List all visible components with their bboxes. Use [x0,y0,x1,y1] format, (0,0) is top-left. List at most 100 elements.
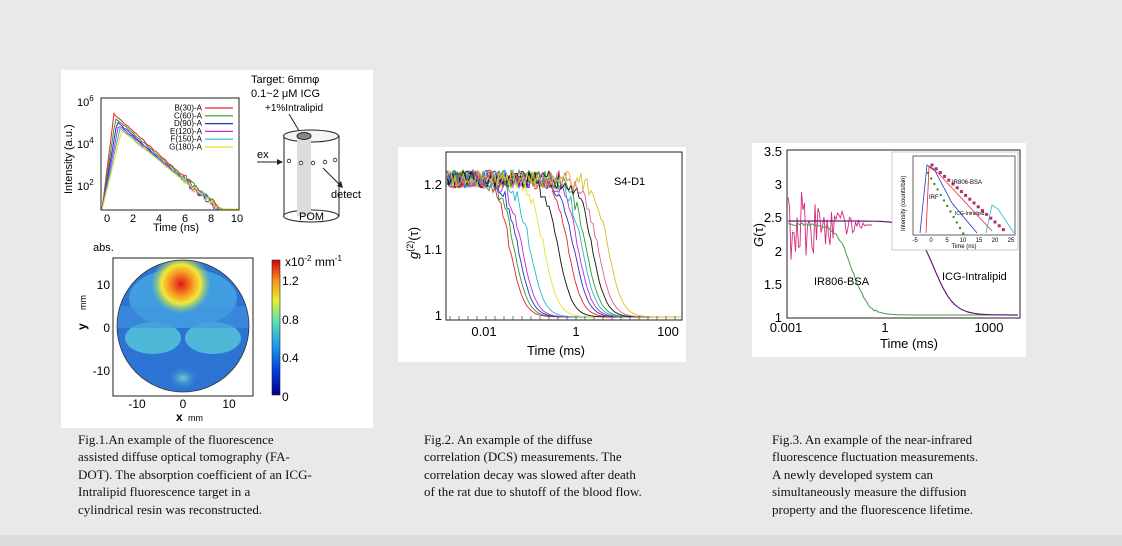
inset-irf-trace [919,164,978,234]
fig1-ytick-2: 104 [77,136,94,151]
inset-marker [947,178,951,182]
fig1-map-xtick-neg10: -10 [128,397,146,411]
fig1-spectra-frame [100,97,240,211]
fig1-map-frame [112,257,254,397]
fig1-map-ytick-neg10: -10 [93,364,111,378]
inset-marker [962,232,965,235]
fig3-inset-xtick: 10 [960,238,967,244]
fig2-xlabel: Time (ms) [527,343,585,358]
fig1-caption-line: assisted diffuse optical tomography (FA- [78,449,290,465]
fig1-cbar-tick-1.2: 1.2 [282,274,299,288]
inset-marker [972,201,976,205]
fig1-cylinder-body [283,135,340,217]
fig2-minor-ticks [449,316,676,320]
fig1-ex-label: ex [257,149,269,161]
inset-marker [993,220,997,224]
fig1-detect-arrow [322,167,342,187]
inset-marker [976,205,980,209]
fig1-spectra-curves [101,111,238,211]
fig3-caption-line: Fig.3. An example of the near-infrared [772,432,973,447]
fig1-colorbar [271,259,281,396]
fig3-xtick-1: 1 [881,320,888,335]
fig1-panel: 106 104 102 Intensity (a.u.) 0 2 4 6 8 1… [61,70,373,428]
fig1-map-ytick-10: 10 [97,278,111,292]
fig3-caption-line: A newly developed system can [772,466,934,482]
fig2-sample-label: S4-D1 [614,176,645,188]
fig3-ytick-2.5: 2.5 [764,210,782,225]
fig2-caption-line: Fig.2. An example of the diffuse [424,432,593,447]
fig2-svg: 1.2 1.1 1 g(2)(τ) 0.01 1 100 Time (ms) S… [405,151,683,358]
inset-marker [934,167,938,171]
fig2-ytick-1: 1 [435,308,442,323]
inset-marker [943,174,947,178]
fig1-xtick-10: 10 [231,213,243,225]
fig3-label-icg: ICG-Intralipid [942,271,1007,283]
fcs-noisy-trace [787,192,872,260]
fig1-cbar-tick-0.4: 0.4 [282,351,299,365]
fig1-spectra-ylabel: Intensity (a.u.) [63,124,75,194]
fig1-svg: 106 104 102 Intensity (a.u.) 0 2 4 6 8 1… [63,74,361,424]
fig1-abs-map: abs. [75,242,342,424]
fig1-ytick-3: 102 [77,178,94,193]
fig2-xtick-1: 1 [572,324,579,339]
inset-marker [936,188,939,191]
inset-marker [946,204,949,208]
fig3-inset-frame [912,155,1016,236]
fig1-map-xlabel-mm: mm [188,413,203,423]
fig1-schematic: Target: 6mmφ 0.1~2 μM ICG +1%Intralipid … [251,74,361,223]
fig1-abs-label: abs. [93,242,114,254]
dcs-trace [446,169,681,318]
fig2-xtick-0.01: 0.01 [471,324,496,339]
fig1-caption-line: DOT). The absorption coefficient of an I… [78,466,312,482]
fig1-caption-line: cylindrical resin was reconstructed. [78,501,263,517]
fig1-caption-line: Fig.1.An example of the fluorescence [78,432,274,447]
fig1-cbar-tick-0: 0 [282,390,289,404]
fig3-inset-xtick: 15 [976,238,983,244]
spectra-trace [101,131,238,210]
fig2-ytick-1.1: 1.1 [424,242,442,257]
fig3-caption-line: fluorescence fluctuation measurements. [772,449,979,465]
fig2-panel: 1.2 1.1 1 g(2)(τ) 0.01 1 100 Time (ms) S… [398,147,686,362]
fig1-legend: B(30)-AC(60)-AD(90)-AE(120)-AF(150)-AG(1… [169,104,233,152]
inset-marker [951,182,955,186]
fig3-inset-xtick: 25 [1008,238,1015,244]
legend-label: E(120)-A [170,127,203,136]
fig3-inset-xlabel: Time (ns) [951,244,976,250]
fcs-ir806-trace [787,222,1018,316]
fig3-inset-ylabel: Intensity (counts/bin) [901,176,907,231]
inset-marker [930,177,933,180]
fig3-svg: 3.5 3 2.5 2 1.5 1 G(τ) 0.001 1 1000 Time… [751,144,1021,351]
fig3-ytick-3: 3 [775,177,782,192]
fig1-caption: Fig.1.An example of the fluorescence ass… [78,431,372,518]
inset-secondary-trace [985,204,1015,234]
inset-marker [989,216,993,220]
fig1-map-xlabel-x: x [176,410,183,424]
fig3-frame [786,149,1021,319]
fig2-caption: Fig.2. An example of the diffuse correla… [424,431,710,501]
inset-marker [952,215,955,219]
fig1-target-rod [297,136,311,216]
inset-marker [968,197,972,201]
fig1-pom-label: POM [299,211,324,223]
legend-label: D(90)-A [174,119,203,128]
inset-marker [1001,228,1005,232]
fig3-ytick-3.5: 3.5 [764,144,782,159]
fig1-caption-line: Intralipid fluorescence target in a [78,484,251,500]
fig1-optode-ring [286,157,338,166]
fig1-target-top [296,132,312,140]
fig3-inset-xtick: -5 [912,238,918,244]
fig1-map-image [117,260,249,392]
footer-strip [0,535,1122,546]
spectra-trace [101,118,238,210]
fig2-xtick-100: 100 [657,324,679,339]
fig3-inset-curves [919,163,1015,235]
legend-label: F(150)-A [170,135,202,144]
inset-marker [985,212,989,216]
fig3-xtick-1000: 1000 [975,320,1004,335]
fig3-xtick-0.001: 0.001 [770,320,803,335]
fig1-xtick-4: 4 [156,213,162,225]
fig1-spectra-xlabel: Time (ns) [153,222,199,234]
inset-marker [930,163,934,167]
fig3-inset-xtick: 20 [992,238,999,244]
dcs-trace [446,168,681,318]
